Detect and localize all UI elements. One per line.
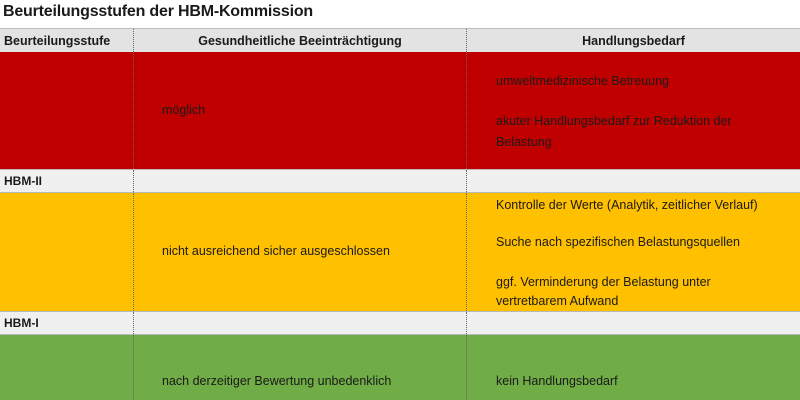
level-cell (0, 193, 133, 311)
action-text: kein Handlungsbedarf (496, 374, 618, 388)
action-text: Suche nach spezifischen Belastungsquelle… (496, 235, 740, 249)
impairment-cell: nicht ausreichend sicher ausgeschlossen (133, 193, 466, 311)
impairment-text: nicht ausreichend sicher ausgeschlossen (162, 244, 390, 258)
action-cell: Kontrolle der Werte (Analytik, zeitliche… (466, 193, 800, 311)
impairment-text: möglich (162, 103, 206, 117)
action-text: umweltmedizinische Betreuung (496, 74, 670, 88)
separator-label: HBM-I (4, 316, 39, 330)
page-title: Beurteilungsstufen der HBM-Kommission (3, 3, 313, 20)
level-cell (0, 52, 133, 169)
action-cell: kein Handlungsbedarf (466, 335, 800, 400)
header-col-action: Handlungsbedarf (466, 29, 800, 52)
impairment-text: nach derzeitiger Bewertung unbedenklich (162, 374, 392, 388)
header-col-level: Beurteilungsstufe (4, 33, 111, 48)
separator-row-hbm-ii: HBM-II (0, 169, 800, 193)
table-header: Beurteilungsstufe Gesundheitliche Beeint… (0, 28, 800, 52)
level-cell (0, 335, 133, 400)
impairment-cell: möglich (133, 52, 466, 169)
separator-row-hbm-i: HBM-I (0, 311, 800, 335)
table-row-green: nach derzeitiger Bewertung unbedenklich … (0, 335, 800, 400)
separator-cell (466, 312, 800, 334)
table-row-red: möglich umweltmedizinische Betreuung aku… (0, 52, 800, 169)
separator-cell (466, 170, 800, 192)
action-cell: umweltmedizinische Betreuung akuter Hand… (466, 52, 800, 169)
separator-cell (133, 312, 466, 334)
impairment-cell: nach derzeitiger Bewertung unbedenklich (133, 335, 466, 400)
action-text: akuter Handlungsbedarf zur Reduktion der… (496, 114, 732, 149)
separator-label: HBM-II (4, 174, 42, 188)
header-col-impairment: Gesundheitliche Beeinträchtigung (133, 29, 466, 52)
action-text: Kontrolle der Werte (Analytik, zeitliche… (496, 198, 758, 212)
separator-cell (133, 170, 466, 192)
action-text: ggf. Verminderung der Belastung unter ve… (496, 275, 711, 308)
table-row-amber: nicht ausreichend sicher ausgeschlossen … (0, 193, 800, 311)
